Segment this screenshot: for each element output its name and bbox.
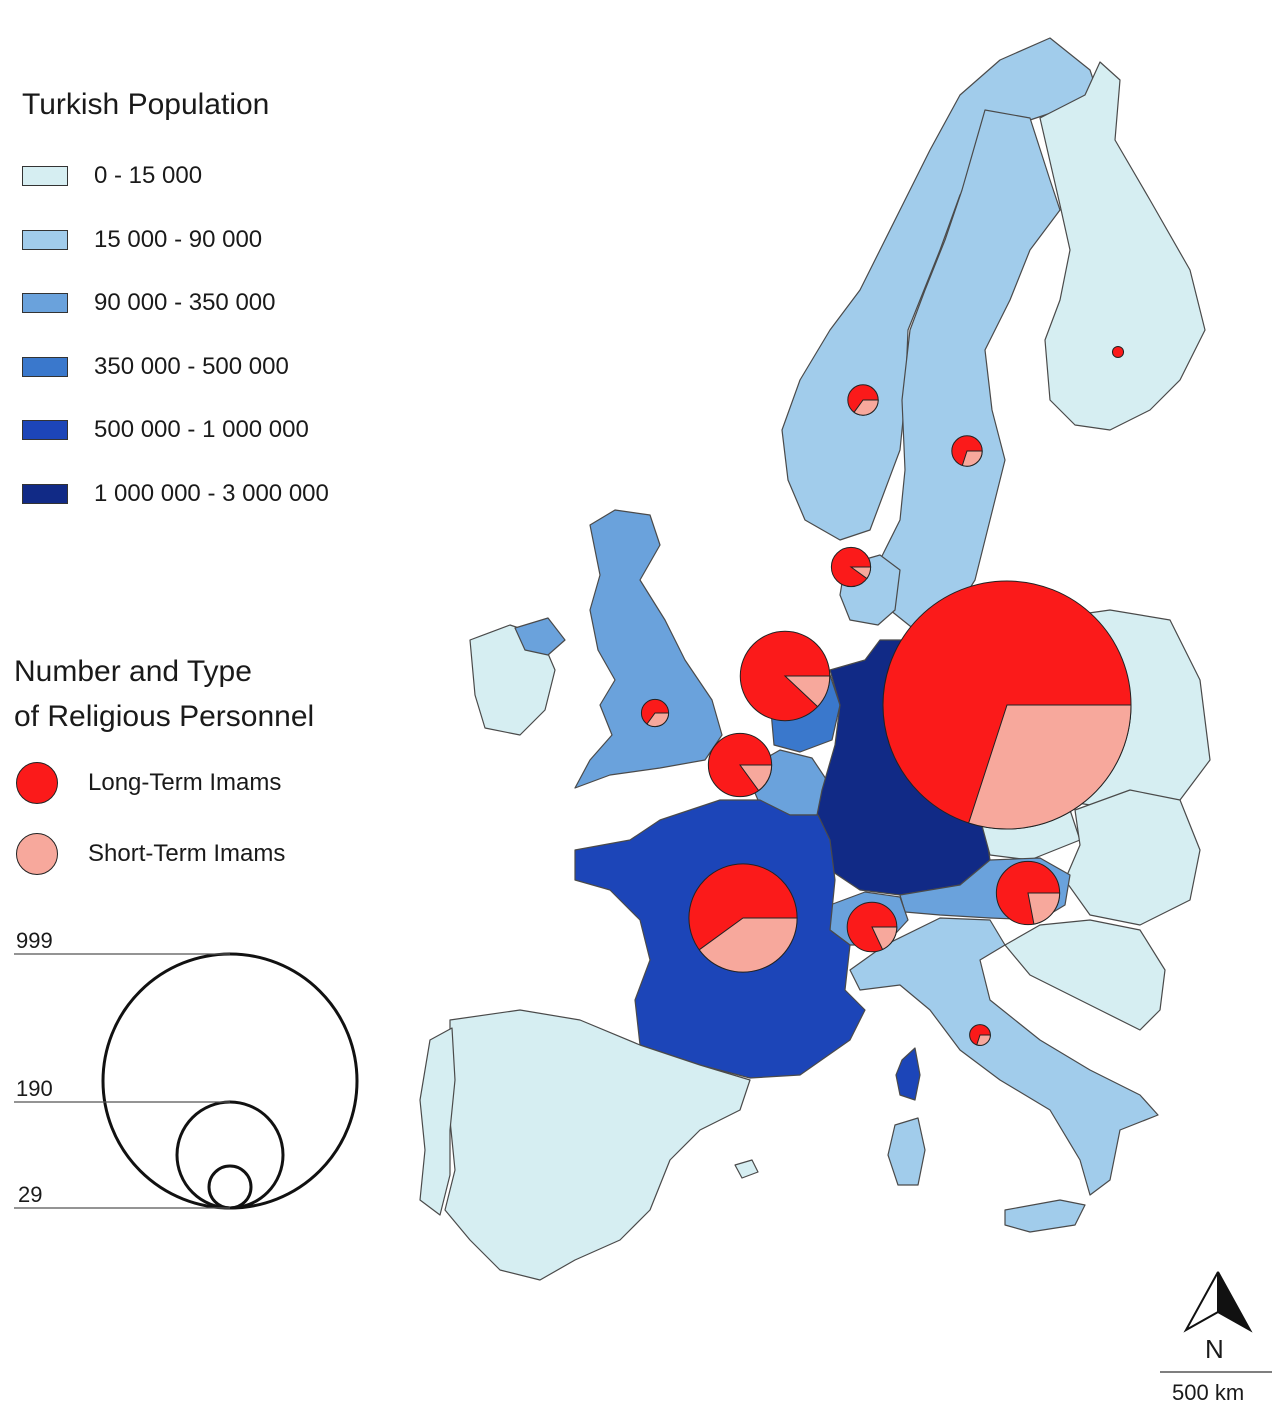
short-term-label: Short-Term Imams: [88, 840, 286, 867]
country-balkans: [1004, 919, 1166, 1031]
pie-netherlands-short-term: [783, 675, 831, 708]
size-label-190: 190: [16, 1076, 53, 1101]
size-reference: [101, 952, 359, 1210]
population-class-5: 500 000 - 1 000 000: [22, 416, 309, 444]
pie-norway-short-term: [853, 399, 879, 416]
country-portugal: [419, 1027, 456, 1216]
pie-germany-short-term: [968, 704, 1132, 830]
country-united-kingdom: [574, 509, 723, 789]
pie-united-kingdom-short-term: [646, 712, 670, 728]
region-northern-ireland: [514, 617, 566, 656]
population-class-label: 500 000 - 1 000 000: [94, 416, 309, 443]
long-term-swatch: [16, 762, 58, 804]
long-term-label: Long-Term Imams: [88, 769, 282, 796]
pie-france-short-term: [698, 917, 798, 973]
short-term-key: Short-Term Imams: [16, 833, 285, 875]
north-arrow-icon: [1183, 1271, 1253, 1333]
population-class-label: 0 - 15 000: [94, 162, 203, 189]
country-spain: [444, 1009, 751, 1281]
country-sweden: [879, 109, 1061, 631]
population-legend-title: Turkish Population: [22, 88, 270, 121]
population-class-label: 15 000 - 90 000: [94, 226, 263, 253]
personnel-legend-title-line2: of Religious Personnel: [14, 700, 315, 733]
size-label-29: 29: [18, 1182, 43, 1207]
size-circle-190: [175, 1100, 285, 1210]
long-term-key: Long-Term Imams: [16, 762, 281, 804]
population-class-label: 90 000 - 350 000: [94, 289, 276, 316]
pie-austria-short-term: [1027, 892, 1061, 925]
pie-layer: [640, 345, 1132, 1046]
swatch-1000000-3000000: [22, 484, 68, 504]
pie-denmark-short-term: [849, 566, 872, 580]
swatch-90000-350000: [22, 293, 68, 313]
swatch-500000-1000000: [22, 420, 68, 440]
pie-italy-short-term: [976, 1034, 991, 1046]
short-term-swatch: [16, 833, 58, 875]
island-corsica: [895, 1047, 921, 1101]
size-circle-29: [207, 1164, 253, 1210]
population-class-3: 90 000 - 350 000: [22, 289, 276, 317]
north-label: N: [1205, 1334, 1224, 1364]
pie-finland-long-term: [1111, 345, 1125, 359]
size-circle-999: [101, 952, 359, 1210]
swatch-15000-90000: [22, 230, 68, 250]
country-italy: [849, 917, 1159, 1196]
population-class-1: 0 - 15 000: [22, 162, 202, 190]
population-class-6: 1 000 000 - 3 000 000: [22, 480, 329, 508]
island-sicily: [1004, 1199, 1086, 1233]
population-class-label: 1 000 000 - 3 000 000: [94, 480, 329, 507]
size-label-999: 999: [16, 928, 53, 953]
population-class-2: 15 000 - 90 000: [22, 226, 262, 254]
pie-sweden-short-term: [961, 450, 983, 467]
pie-switzerland-short-term: [871, 926, 898, 951]
population-class-4: 350 000 - 500 000: [22, 353, 289, 381]
swatch-350000-500000: [22, 357, 68, 377]
island-balearic: [734, 1159, 759, 1179]
country-hungary-slovakia: [1064, 789, 1201, 926]
population-class-label: 350 000 - 500 000: [94, 353, 289, 380]
island-sardinia: [887, 1117, 926, 1186]
country-finland: [1039, 61, 1206, 431]
scale-label: 500 km: [1172, 1380, 1245, 1405]
personnel-legend-title-line1: Number and Type: [14, 655, 252, 688]
swatch-0-15000: [22, 166, 68, 186]
pie-belgium-short-term: [739, 764, 773, 792]
